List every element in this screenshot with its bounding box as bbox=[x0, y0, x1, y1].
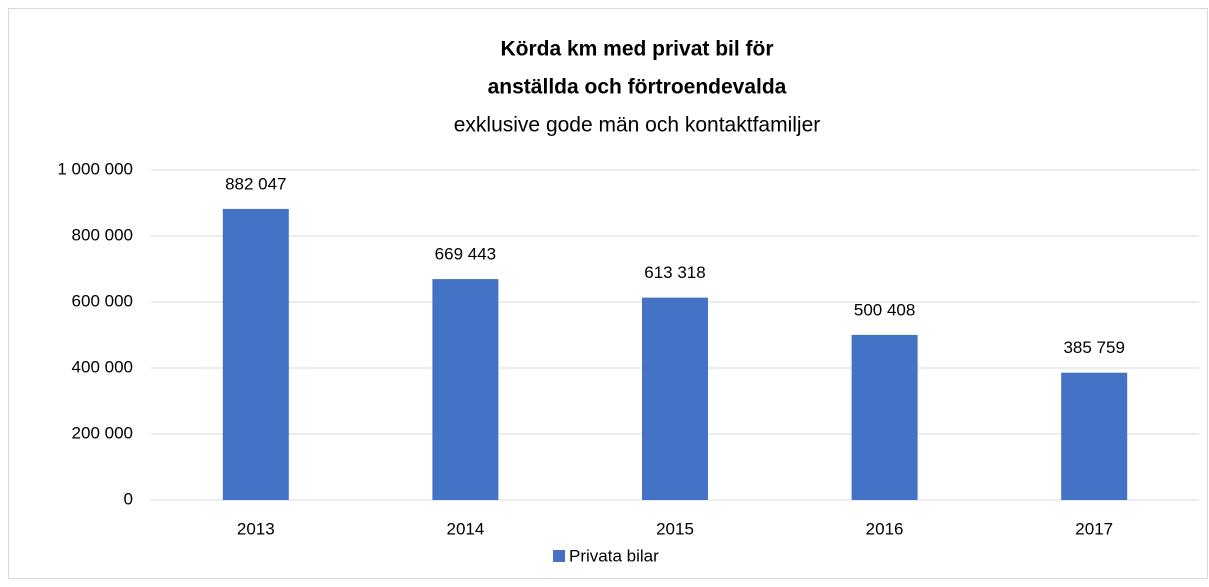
bar bbox=[851, 334, 918, 500]
data-label: 882 047 bbox=[225, 174, 286, 193]
chart-title: anställda och förtroendevalda bbox=[488, 76, 787, 99]
y-tick-label: 400 000 bbox=[72, 357, 133, 376]
y-tick-label: 200 000 bbox=[72, 423, 133, 442]
bar bbox=[1061, 372, 1128, 500]
bar bbox=[642, 297, 708, 500]
data-label: 669 443 bbox=[435, 245, 496, 264]
x-tick-label: 2017 bbox=[1075, 519, 1113, 538]
x-tick-label: 2016 bbox=[866, 519, 904, 538]
bar bbox=[432, 279, 499, 500]
y-tick-label: 800 000 bbox=[72, 225, 133, 244]
chart-border bbox=[8, 8, 1208, 579]
x-tick-label: 2015 bbox=[656, 519, 694, 538]
legend-label: Privata bilar bbox=[569, 546, 659, 565]
y-tick-label: 1 000 000 bbox=[57, 159, 133, 178]
chart-subtitle: exklusive gode män och kontaktfamiljer bbox=[454, 114, 821, 137]
x-tick-label: 2013 bbox=[237, 519, 275, 538]
y-tick-label: 0 bbox=[124, 489, 133, 508]
data-label: 385 759 bbox=[1063, 338, 1124, 357]
chart-title: Körda km med privat bil för bbox=[500, 38, 773, 61]
data-label: 500 408 bbox=[854, 300, 915, 319]
x-tick-label: 2014 bbox=[446, 519, 484, 538]
legend-swatch bbox=[553, 550, 565, 562]
bar bbox=[222, 208, 289, 500]
y-tick-label: 600 000 bbox=[72, 291, 133, 310]
data-label: 613 318 bbox=[644, 263, 705, 282]
